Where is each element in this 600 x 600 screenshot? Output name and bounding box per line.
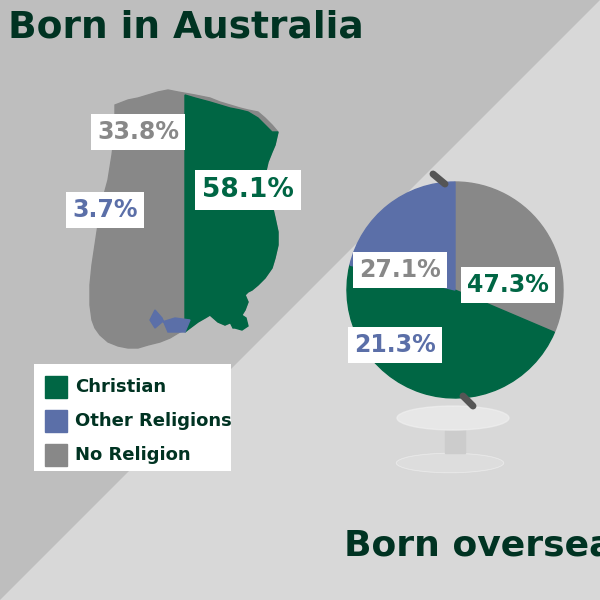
Wedge shape: [455, 182, 563, 332]
Text: Born in Australia: Born in Australia: [8, 10, 364, 46]
Polygon shape: [150, 310, 190, 332]
Text: 58.1%: 58.1%: [202, 177, 294, 203]
Polygon shape: [90, 90, 278, 348]
Text: 47.3%: 47.3%: [467, 273, 549, 297]
Text: Christian: Christian: [75, 378, 166, 396]
Bar: [45, 444, 67, 466]
Text: 33.8%: 33.8%: [97, 120, 179, 144]
Text: Born overseas: Born overseas: [344, 528, 600, 562]
Polygon shape: [185, 95, 278, 332]
Text: 21.3%: 21.3%: [354, 333, 436, 357]
Wedge shape: [347, 265, 554, 398]
Ellipse shape: [396, 453, 504, 473]
Wedge shape: [350, 182, 455, 290]
Polygon shape: [230, 314, 248, 330]
Ellipse shape: [396, 453, 504, 473]
Bar: [45, 410, 67, 432]
Bar: [45, 376, 67, 398]
Text: Other Religions: Other Religions: [75, 412, 232, 430]
Ellipse shape: [397, 406, 509, 430]
Text: No Religion: No Religion: [75, 446, 191, 464]
Ellipse shape: [397, 406, 509, 430]
FancyBboxPatch shape: [34, 364, 231, 471]
Text: 27.1%: 27.1%: [359, 258, 441, 282]
Text: 3.7%: 3.7%: [72, 198, 138, 222]
Bar: [445, 417, 465, 453]
